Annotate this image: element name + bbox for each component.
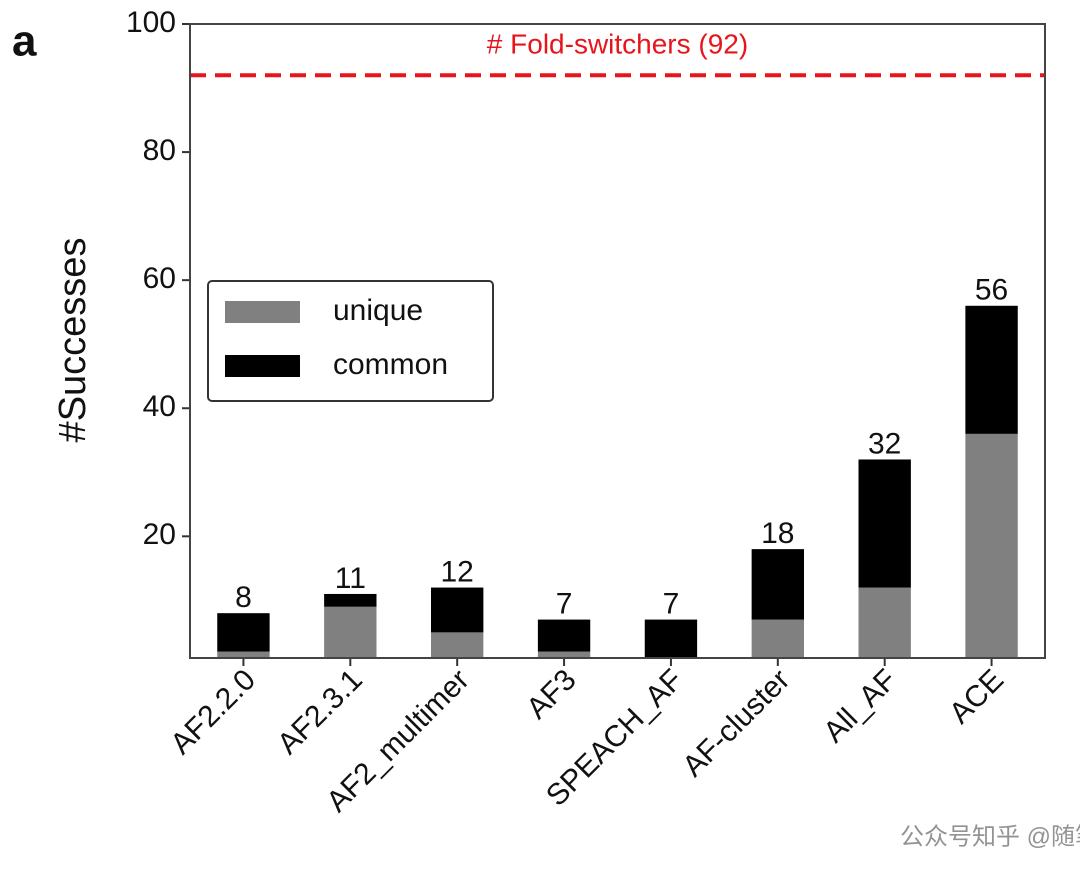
value-label: 8: [235, 581, 252, 614]
bar-segment: [431, 632, 484, 658]
bar-segment: [324, 606, 377, 658]
value-label: 32: [868, 427, 901, 460]
bar-segment: [537, 619, 591, 652]
y-tick-label: 80: [143, 134, 176, 167]
bar-segment: [965, 305, 1018, 434]
legend-swatch: [225, 355, 300, 377]
bar-segment: [431, 587, 484, 633]
legend-label: common: [333, 348, 448, 381]
watermark: 公众号知乎 @随笔: [900, 823, 1080, 850]
x-tick-label: AF2.3.1: [271, 663, 369, 761]
bar-segment: [965, 433, 1018, 658]
y-tick-label: 20: [143, 518, 176, 551]
y-tick-label: 100: [126, 6, 176, 39]
value-label: 7: [556, 587, 573, 620]
value-label: 12: [441, 555, 474, 588]
plot-frame: [189, 23, 1046, 659]
y-tick-label: 40: [143, 390, 176, 423]
legend-swatch: [225, 301, 300, 323]
bar-segment: [858, 587, 911, 658]
x-tick-label: ACE: [943, 663, 1010, 730]
bar-segment: [751, 619, 804, 658]
value-label: 11: [335, 562, 366, 595]
x-tick-label: AF2.2.0: [164, 663, 262, 761]
bar-segment: [217, 613, 270, 652]
x-tick-label: AF3: [520, 663, 582, 725]
x-tick-label: AF-cluster: [676, 663, 796, 783]
value-label: 18: [761, 517, 794, 550]
reference-label: # Fold-switchers (92): [487, 28, 748, 59]
bar-segment: [324, 593, 377, 607]
bar-segment: [858, 459, 911, 588]
x-tick-label: All_AF: [817, 663, 903, 749]
panel-label: a: [12, 17, 37, 66]
legend-label: unique: [333, 294, 423, 327]
bar-segment: [644, 619, 698, 658]
y-tick-label: 60: [143, 262, 176, 295]
bar-segment: [537, 651, 591, 658]
value-label: 56: [975, 274, 1008, 307]
bar-segment: [217, 651, 270, 658]
bar-segment: [751, 549, 804, 620]
value-label: 7: [663, 587, 680, 620]
y-axis-label: #Successes: [52, 238, 94, 443]
